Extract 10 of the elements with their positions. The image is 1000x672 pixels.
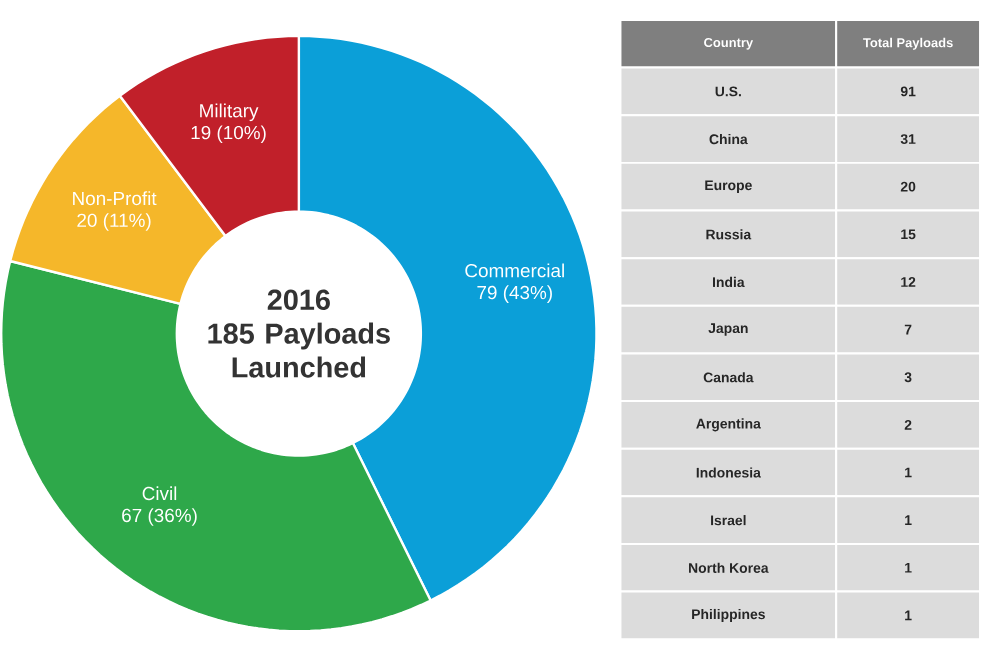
slice-label: Non-Profit: [73, 191, 157, 206]
data-label: 20 (11%): [77, 213, 151, 232]
slice-label: Civil: [142, 486, 177, 501]
slice-label: Military: [200, 103, 259, 122]
text: 185 Payloads Launched: [208, 323, 390, 379]
data-label: 79 (43%): [477, 285, 552, 304]
data-label: 19 (10%): [191, 125, 266, 144]
data-label: 67 (36%): [122, 508, 197, 527]
text: 2016: [267, 289, 330, 311]
slice-label: Commercial: [465, 263, 564, 278]
